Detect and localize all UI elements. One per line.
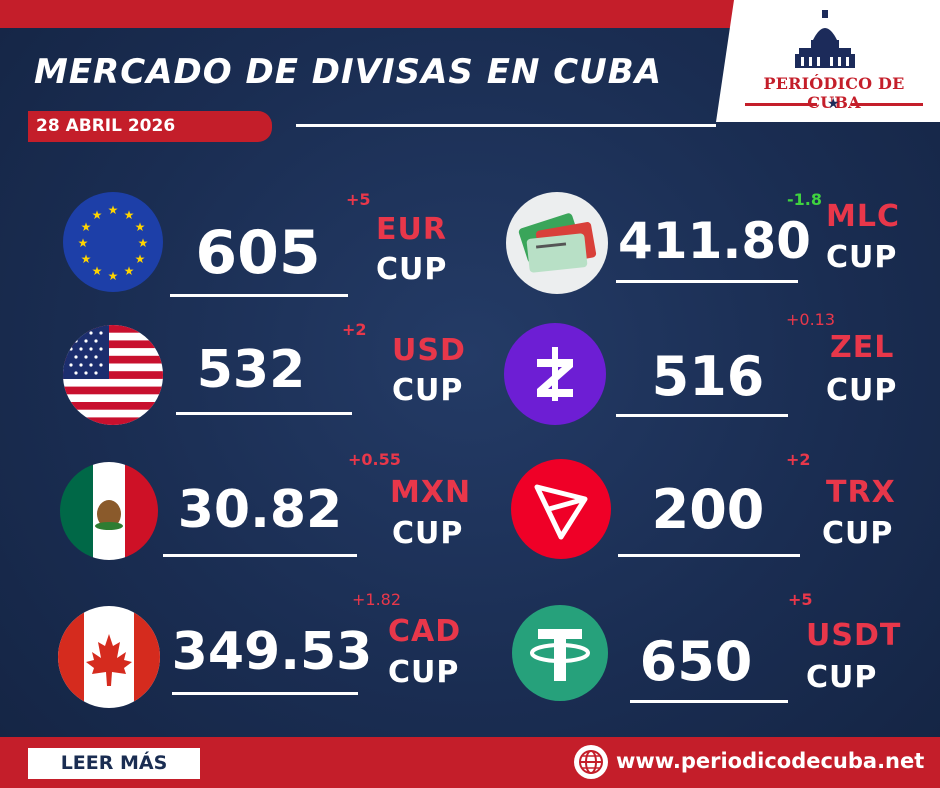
tron-icon — [511, 459, 611, 559]
currency-code: EUR — [376, 212, 447, 247]
rate-value: 532 — [196, 340, 306, 400]
currency-code: TRX — [826, 475, 896, 510]
rate-change: +5 — [788, 590, 813, 609]
value-underline — [630, 700, 788, 703]
svg-text:★: ★ — [138, 236, 149, 250]
rate-value: 411.80 — [618, 212, 811, 270]
value-underline — [616, 414, 788, 417]
date-badge: 28 ABRIL 2026 — [28, 111, 272, 142]
currency-unit: CUP — [388, 655, 460, 690]
currency-unit: CUP — [376, 252, 448, 287]
rate-value: 200 — [651, 478, 765, 541]
value-underline — [172, 692, 358, 695]
value-underline — [176, 412, 352, 415]
currency-code: ZEL — [830, 330, 895, 365]
us-flag-icon — [63, 325, 163, 425]
currency-code: USD — [392, 333, 466, 368]
svg-text:★: ★ — [81, 220, 92, 234]
page-title: MERCADO DE DIVISAS EN CUBA — [34, 52, 663, 92]
rate-value: 349.53 — [171, 622, 373, 682]
rate-value: 650 — [639, 630, 753, 693]
svg-text:★: ★ — [135, 252, 146, 266]
globe-icon — [574, 745, 608, 779]
currency-unit: CUP — [826, 240, 898, 275]
rate-change: +0.55 — [348, 450, 401, 469]
value-underline — [170, 294, 348, 297]
value-underline — [163, 554, 357, 557]
logo-rule: ★ — [745, 96, 923, 112]
logo-text: PERIÓDICO DE CUBA — [763, 74, 905, 112]
rate-change: +0.13 — [786, 310, 836, 329]
rate-value: 30.82 — [177, 480, 343, 540]
mlc-cards-icon — [506, 192, 608, 294]
currency-unit: CUP — [392, 516, 464, 551]
currency-unit: CUP — [806, 660, 878, 695]
tether-icon — [512, 605, 608, 701]
rate-change: +2 — [786, 450, 811, 469]
zelle-icon — [504, 323, 606, 425]
currency-unit: CUP — [822, 516, 894, 551]
rate-change: +1.82 — [352, 590, 402, 609]
canada-flag-icon — [58, 606, 160, 708]
svg-text:★: ★ — [108, 203, 119, 217]
rate-value: 605 — [195, 218, 321, 288]
currency-unit: CUP — [826, 373, 898, 408]
rate-change: +2 — [342, 320, 367, 339]
svg-text:★: ★ — [108, 269, 119, 283]
svg-text:★: ★ — [124, 208, 135, 222]
date-divider — [296, 124, 716, 127]
currency-code: USDT — [806, 618, 902, 653]
rate-change: +5 — [346, 190, 371, 209]
website-link[interactable]: www.periodicodecuba.net — [616, 749, 925, 773]
top-red-band — [0, 0, 760, 28]
svg-text:★: ★ — [135, 220, 146, 234]
value-underline — [618, 554, 800, 557]
read-more-button[interactable]: LEER MÁS — [28, 748, 200, 779]
logo-star-icon: ★ — [827, 96, 840, 112]
rate-change: -1.8 — [787, 190, 822, 209]
currency-code: CAD — [388, 614, 462, 649]
currency-unit: CUP — [392, 373, 464, 408]
value-underline — [616, 280, 798, 283]
currency-code: MLC — [826, 199, 900, 234]
rate-value: 516 — [651, 345, 765, 408]
svg-text:★: ★ — [92, 264, 103, 278]
svg-text:★: ★ — [78, 236, 89, 250]
svg-text:★: ★ — [124, 264, 135, 278]
svg-text:★: ★ — [81, 252, 92, 266]
currency-code: MXN — [390, 475, 472, 510]
mexico-flag-icon — [60, 462, 158, 560]
eu-flag-icon: ★ ★ ★ ★ ★ ★ ★ ★ ★ ★ ★ ★ — [63, 192, 163, 292]
capitol-dome-icon — [795, 10, 855, 68]
svg-text:★: ★ — [92, 208, 103, 222]
